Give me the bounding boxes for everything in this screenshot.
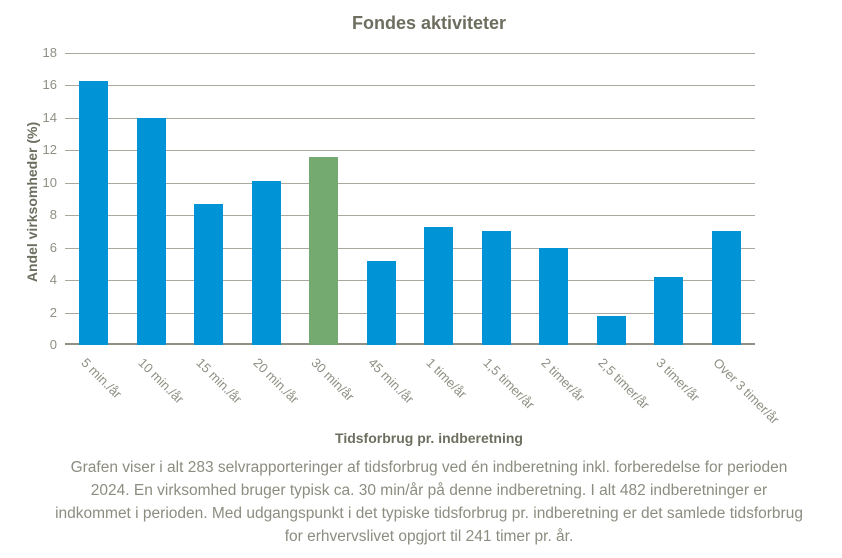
x-tick-label: 10 min./år [135, 355, 188, 407]
caption: Grafen viser i alt 283 selvrapporteringe… [16, 456, 842, 548]
x-tick-label: 2,5 timer/år [595, 355, 653, 413]
y-tick-label: 10 [42, 174, 57, 190]
x-tick-label: 30 min/år [308, 355, 358, 404]
x-tick-label: 15 min./år [193, 355, 245, 407]
gridline [65, 53, 755, 54]
gridline [65, 313, 755, 314]
bar [654, 276, 684, 345]
bar [136, 117, 166, 345]
x-axis-line [65, 343, 755, 345]
gridline [65, 85, 755, 86]
caption-line: 2024. En virksomhed bruger typisk ca. 30… [90, 482, 768, 499]
bar [366, 260, 396, 345]
chart-title: Fondes aktiviteter [351, 13, 507, 33]
y-tick-label: 6 [49, 239, 57, 255]
gridline [65, 248, 755, 249]
y-tick-label: 14 [42, 109, 57, 125]
bar [711, 231, 741, 345]
bar [539, 247, 569, 345]
bar-highlighted [309, 156, 339, 345]
x-tick-label: 20 min./år [250, 355, 303, 407]
x-axis-title: Tidsforbrug pr. indberetning [335, 430, 523, 446]
x-tick-label: 1,5 timer/år [480, 355, 538, 413]
gridline [65, 215, 755, 216]
y-tick-label: 0 [49, 337, 57, 352]
gridline [65, 118, 755, 119]
y-tick-label: 8 [49, 207, 57, 223]
x-tick-label: 5 min./år [78, 355, 125, 402]
caption-line: Grafen viser i alt 283 selvrapporteringe… [70, 459, 788, 476]
x-tick-label: 1 time/år [423, 355, 470, 402]
bar [79, 80, 109, 345]
gridline [65, 280, 755, 281]
bar [251, 181, 281, 345]
bar [481, 231, 511, 345]
gridline [65, 150, 755, 151]
y-tick-label: 16 [42, 77, 57, 93]
gridline [65, 183, 755, 184]
caption-line: for erhvervslivet opgjort til 241 timer … [284, 528, 574, 545]
y-tick-label: 2 [49, 304, 57, 320]
x-tick-label: Over 3 timer/år [710, 355, 783, 427]
x-tick-label: 2 timer/år [538, 355, 588, 405]
x-tick-label: 3 timer/år [653, 355, 703, 405]
caption-line: indkommet i perioden. Med udgangspunkt i… [55, 505, 803, 522]
plot-area: 0 2 4 6 8 10 12 14 16 18 5 min./år 10 min./år 15 min… [43, 45, 783, 427]
bar [424, 226, 454, 345]
y-tick-label: 18 [42, 45, 57, 60]
bar [194, 203, 224, 345]
y-tick-label: 4 [49, 272, 57, 288]
y-tick-label: 12 [42, 142, 57, 158]
bar [596, 315, 626, 345]
x-tick-label: 45 min./år [365, 355, 418, 407]
